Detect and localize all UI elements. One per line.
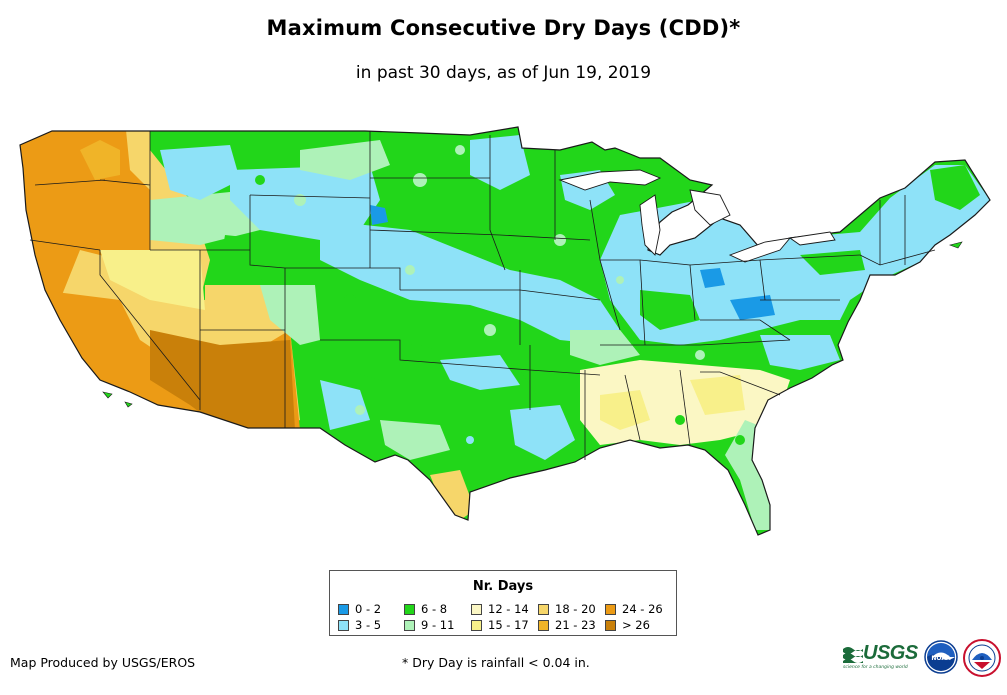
legend-swatch (338, 603, 349, 615)
legend-item: 6 - 8 (404, 602, 447, 616)
legend-item: 21 - 23 (538, 618, 596, 632)
legend-title: Nr. Days (472, 579, 534, 594)
legend-swatch (538, 603, 549, 615)
legend-item: > 26 (605, 618, 650, 632)
legend-label: 21 - 23 (555, 618, 596, 632)
usgs-wordmark: USGS (863, 642, 918, 664)
legend-swatch (471, 619, 482, 631)
legend-label: 18 - 20 (555, 602, 596, 616)
legend-item: 12 - 14 (471, 602, 529, 616)
legend-item: 3 - 5 (338, 618, 381, 632)
legend-label: 15 - 17 (488, 618, 529, 632)
great-lakes (558, 169, 836, 263)
usgs-wave-icon (843, 646, 863, 663)
noaa-text: NOAA (931, 655, 951, 662)
legend-swatch (471, 603, 482, 615)
credit-text: Map Produced by USGS/EROS (10, 655, 196, 670)
usgs-tagline: science for a changing world (843, 665, 908, 670)
legend-label: > 26 (622, 618, 650, 632)
legend-item: 18 - 20 (538, 602, 596, 616)
legend-label: 24 - 26 (622, 602, 663, 616)
legend-label: 6 - 8 (421, 602, 448, 616)
legend-label: 3 - 5 (355, 618, 382, 632)
legend-item: 15 - 17 (471, 618, 529, 632)
footnote-text: * Dry Day is rainfall < 0.04 in. (402, 655, 590, 670)
legend-swatch (338, 619, 349, 631)
legend-item: 24 - 26 (605, 602, 663, 616)
map-subtitle: in past 30 days, as of Jun 19, 2019 (355, 63, 652, 83)
legend: Nr. Days 0 - 2 3 - 5 6 - 8 9 - 11 12 - 1… (329, 570, 677, 636)
nws-logo (962, 638, 1002, 682)
legend-swatch (605, 603, 616, 615)
legend-label: 12 - 14 (488, 602, 529, 616)
legend-swatch (404, 619, 415, 631)
state-borders (29, 131, 936, 460)
legend-swatch (538, 619, 549, 631)
legend-item: 0 - 2 (338, 602, 381, 616)
legend-label: 0 - 2 (355, 602, 382, 616)
map-title: Maximum Consecutive Dry Days (CDD)* (266, 16, 741, 40)
usgs-logo: USGS science for a changing world (843, 642, 918, 670)
legend-item: 9 - 11 (404, 618, 454, 632)
noaa-logo: NOAA (924, 640, 958, 678)
cdd-raster (20, 127, 990, 535)
legend-swatch (605, 619, 616, 631)
legend-swatch (404, 603, 415, 615)
coastal-islands (102, 241, 963, 408)
legend-label: 9 - 11 (421, 618, 455, 632)
